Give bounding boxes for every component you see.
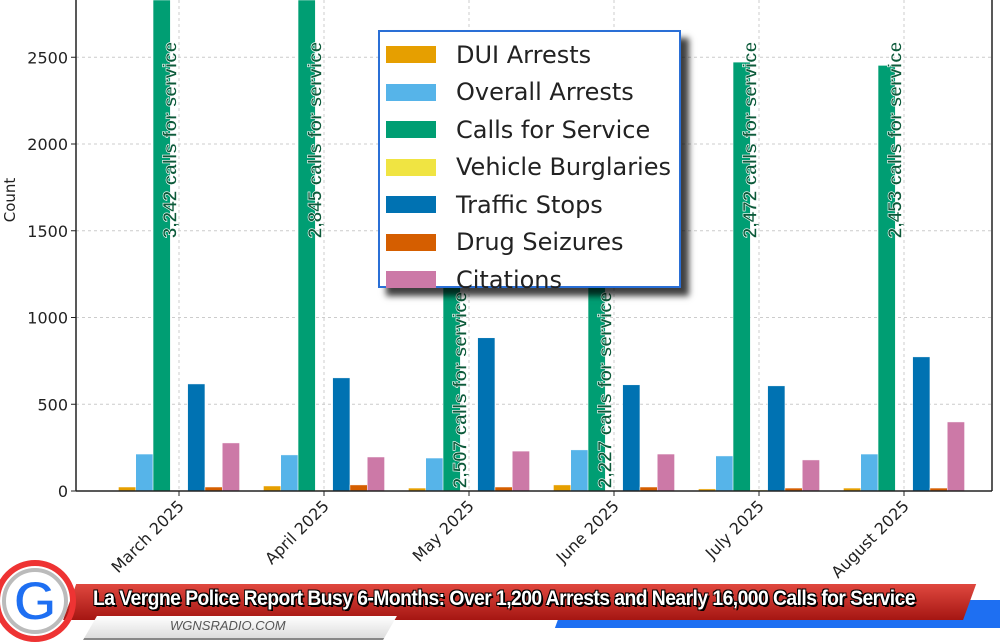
bar-overall-arrests bbox=[715, 455, 734, 492]
bar-overall-arrests bbox=[135, 453, 154, 492]
y-tick-label: 1500 bbox=[27, 222, 68, 241]
legend-swatch bbox=[386, 121, 436, 139]
bar-citations bbox=[512, 450, 530, 492]
legend-swatch bbox=[386, 46, 436, 64]
bar-overall-arrests bbox=[860, 453, 879, 492]
bar-dui-arrests bbox=[263, 485, 282, 492]
y-tick-label: 1000 bbox=[27, 309, 68, 328]
legend-swatch bbox=[386, 158, 436, 176]
calls-annotation: 2,507 calls for service bbox=[450, 292, 471, 488]
bar-citations bbox=[222, 442, 240, 492]
legend-item: DUI Arrests bbox=[386, 36, 679, 74]
legend-swatch bbox=[386, 233, 436, 251]
legend-item: Vehicle Burglaries bbox=[386, 149, 679, 187]
legend-label: Traffic Stops bbox=[456, 190, 603, 219]
bar-traffic-stops bbox=[477, 337, 496, 492]
bar-citations bbox=[657, 453, 675, 492]
calls-annotation: 2,227 calls for service bbox=[595, 292, 616, 488]
legend-label: Calls for Service bbox=[456, 115, 651, 144]
bar-citations bbox=[367, 456, 385, 492]
bar-overall-arrests bbox=[280, 454, 299, 492]
legend-swatch bbox=[386, 83, 436, 101]
bar-traffic-stops bbox=[187, 383, 206, 492]
legend-item: Drug Seizures bbox=[386, 224, 679, 262]
legend-swatch bbox=[386, 196, 436, 214]
calls-annotation: 2,453 calls for service bbox=[885, 42, 906, 238]
calls-annotation: 3,242 calls for service bbox=[160, 42, 181, 238]
y-tick-label: 2000 bbox=[27, 135, 68, 154]
legend: DUI Arrests Overall Arrests Calls for Serv… bbox=[378, 30, 681, 294]
legend-label: Drug Seizures bbox=[456, 228, 624, 257]
bar-traffic-stops bbox=[622, 384, 641, 492]
y-tick-label: 0 bbox=[58, 482, 68, 501]
legend-item: Calls for Service bbox=[386, 111, 679, 149]
x-tick-label: April 2025 bbox=[261, 496, 333, 568]
bar-dui-arrests bbox=[553, 484, 572, 492]
news-banner: La Vergne Police Report Busy 6-Months: O… bbox=[0, 560, 1000, 642]
x-tick-label: July 2025 bbox=[701, 496, 768, 563]
wgns-logo-icon: G bbox=[0, 560, 76, 642]
x-tick-label: May 2025 bbox=[409, 496, 478, 565]
site-url[interactable]: WGNSRADIO.COM bbox=[170, 618, 286, 633]
bar-citations bbox=[947, 421, 965, 492]
legend-label: Citations bbox=[456, 265, 563, 294]
legend-item: Traffic Stops bbox=[386, 186, 679, 224]
legend-item: Citations bbox=[386, 261, 679, 299]
x-tick-label: June 2025 bbox=[552, 496, 623, 567]
legend-swatch bbox=[386, 271, 436, 289]
bar-traffic-stops bbox=[912, 356, 931, 492]
bar-overall-arrests bbox=[570, 449, 589, 492]
legend-label: Vehicle Burglaries bbox=[456, 153, 671, 182]
bar-citations bbox=[802, 459, 820, 492]
legend-label: Overall Arrests bbox=[456, 78, 634, 107]
calls-annotation: 2,845 calls for service bbox=[305, 42, 326, 238]
y-tick-label: 2500 bbox=[27, 48, 68, 67]
bar-traffic-stops bbox=[767, 385, 786, 492]
bar-drug-seizures bbox=[349, 484, 368, 492]
legend-label: DUI Arrests bbox=[456, 40, 592, 69]
svg-text:G: G bbox=[13, 569, 57, 632]
bar-traffic-stops bbox=[332, 377, 351, 492]
y-axis-label: Count bbox=[1, 178, 19, 223]
legend-item: Overall Arrests bbox=[386, 74, 679, 112]
calls-annotation: 2,472 calls for service bbox=[740, 42, 761, 238]
headline: La Vergne Police Report Busy 6-Months: O… bbox=[93, 587, 916, 610]
bar-overall-arrests bbox=[425, 457, 444, 492]
bar-annotations: 3,242 calls for service 2,845 calls for s… bbox=[160, 41, 907, 488]
y-tick-label: 500 bbox=[37, 395, 68, 414]
